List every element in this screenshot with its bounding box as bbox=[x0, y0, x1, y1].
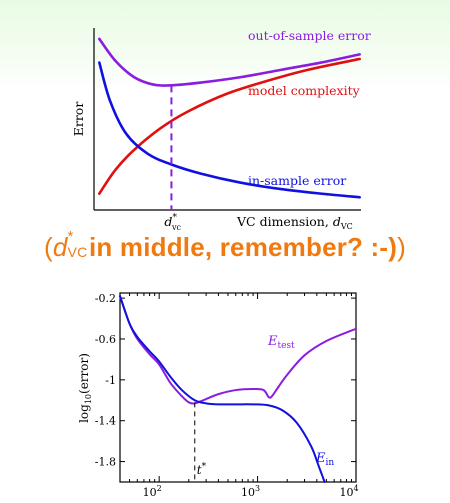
x-tick-base-0: 10 bbox=[143, 486, 157, 499]
top-legend-label-1: model complexity bbox=[248, 83, 361, 98]
top-header-band bbox=[0, 0, 450, 90]
caption-sup: * bbox=[67, 228, 74, 245]
bottom-chart-series bbox=[119, 295, 357, 483]
bottom-plot-frame bbox=[119, 292, 357, 483]
bottom-y-label-post: (error) bbox=[77, 353, 91, 394]
bottom-series-line-0 bbox=[119, 295, 357, 405]
y-tick-label-3: -1.4 bbox=[95, 415, 116, 428]
caption-sub: VC bbox=[67, 244, 88, 260]
caption-open-paren: ( bbox=[44, 232, 53, 262]
bottom-y-label-pre: log bbox=[77, 404, 91, 423]
top-chart-axes bbox=[93, 28, 361, 211]
top-x-axis-label: VC dimension, dVC bbox=[236, 214, 353, 231]
y-tick-label-4: -1.8 bbox=[95, 456, 116, 469]
top-series-line-0 bbox=[98, 37, 361, 87]
dvc-star-sub: vc bbox=[171, 223, 182, 232]
top-series-line-1 bbox=[98, 57, 361, 195]
x-tick-base-1: 10 bbox=[241, 486, 255, 499]
caption-dvc-symbol: d * VC bbox=[52, 228, 87, 262]
x-tick-label-1: 103 bbox=[241, 484, 260, 499]
top-x-axis-label-sym: d bbox=[333, 214, 341, 229]
x-tick-exp-1: 3 bbox=[255, 484, 260, 493]
top-series-line-2 bbox=[98, 61, 361, 199]
top-y-axis-label: Error bbox=[71, 102, 86, 137]
dvc-star-tick-label: d* vc bbox=[164, 213, 181, 232]
x-tick-label-0: 102 bbox=[143, 484, 162, 499]
x-tick-base-2: 10 bbox=[339, 486, 353, 499]
t-star-label: t* bbox=[197, 462, 207, 477]
x-tick-label-2: 104 bbox=[339, 484, 358, 499]
bottom-series-label-sub-0: test bbox=[278, 341, 296, 351]
dvc-star-sup: * bbox=[172, 213, 177, 223]
top-legend-label-0: out-of-sample error bbox=[248, 28, 371, 43]
dvc-star-sym: d bbox=[164, 214, 172, 229]
bottom-series-label-0: Etest bbox=[267, 334, 295, 351]
bottom-y-label-sub: 10 bbox=[84, 394, 93, 404]
y-tick-label-1: -0.6 bbox=[95, 333, 116, 346]
bottom-y-axis-label: log10(error) bbox=[77, 353, 93, 423]
x-tick-exp-0: 2 bbox=[157, 484, 162, 493]
bottom-series-label-1: Ein bbox=[315, 451, 334, 468]
t-star-sup: * bbox=[202, 462, 207, 472]
top-chart-series bbox=[98, 37, 361, 210]
y-tick-label-0: -0.2 bbox=[95, 292, 116, 305]
top-chart-labels: out-of-sample error model complexity in-sa… bbox=[71, 28, 371, 232]
x-tick-exp-2: 4 bbox=[353, 484, 358, 493]
bottom-series-line-1 bbox=[119, 295, 326, 483]
top-x-axis-label-sub: VC bbox=[340, 222, 353, 231]
caption-symbol: d bbox=[52, 232, 68, 262]
y-tick-label-2: -1 bbox=[105, 374, 116, 387]
caption-text: in middle, remember? :-) bbox=[81, 232, 398, 262]
slide-caption: (d * VC in middle, remember? :-)) bbox=[0, 228, 450, 263]
bottom-series-label-sub-1: in bbox=[326, 458, 335, 468]
bottom-series-label-sym-1: E bbox=[315, 451, 326, 466]
vc-dimension-chart: out-of-sample error model complexity in-sa… bbox=[71, 28, 371, 232]
t-star-sym: t bbox=[197, 463, 202, 477]
caption-close-paren: ) bbox=[397, 232, 406, 262]
top-legend-label-2: in-sample error bbox=[248, 173, 346, 188]
bottom-series-label-sym-0: E bbox=[267, 334, 278, 349]
top-x-axis-label-main: VC dimension, bbox=[236, 214, 333, 229]
